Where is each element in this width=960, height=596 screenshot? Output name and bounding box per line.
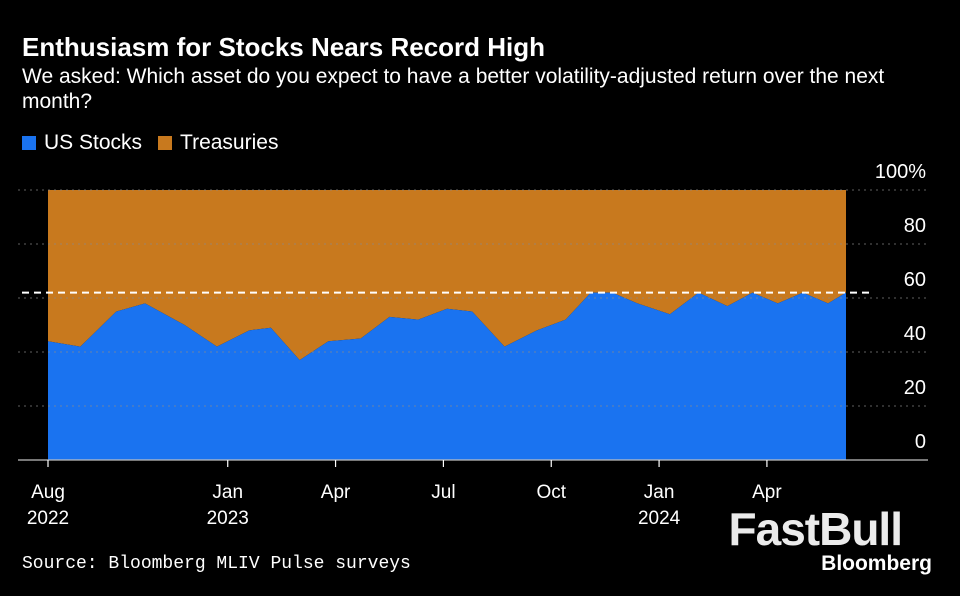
x-tick-label-3-0: Jul	[431, 482, 455, 503]
y-tick-label-20: 20	[904, 377, 926, 399]
source-note: Source: Bloomberg MLIV Pulse surveys	[22, 554, 411, 574]
x-tick-label-0-0: Aug	[31, 482, 65, 503]
legend-swatch-us-stocks	[22, 136, 36, 150]
y-tick-label-80: 80	[904, 215, 926, 237]
x-tick-label-1-0: Jan	[212, 482, 243, 503]
chart-subtitle: We asked: Which asset do you expect to h…	[22, 65, 885, 113]
area-treasuries	[48, 190, 846, 361]
x-tick-label-2-0: Apr	[321, 482, 351, 503]
legend-label-us-stocks: US Stocks	[44, 131, 143, 154]
legend-swatch-treasuries	[158, 136, 173, 150]
y-tick-label-40: 40	[904, 323, 926, 345]
x-tick-label-0-1: 2022	[27, 508, 69, 529]
y-tick-label-100: 100%	[875, 161, 926, 183]
area-us-stocks	[48, 292, 846, 460]
legend-label-treasuries: Treasuries	[180, 131, 279, 154]
legend: US Stocks Treasuries	[22, 131, 294, 155]
legend-item-us-stocks: US Stocks	[22, 131, 142, 155]
y-tick-label-60: 60	[904, 269, 926, 291]
x-tick-label-4-0: Oct	[536, 482, 566, 503]
legend-item-treasuries: Treasuries	[158, 131, 278, 155]
watermark-partner: Bloomberg	[821, 552, 932, 575]
x-tick-label-5-0: Jan	[644, 482, 675, 503]
x-tick-label-1-1: 2023	[207, 508, 249, 529]
x-tick-label-5-1: 2024	[638, 508, 681, 529]
chart-title: Enthusiasm for Stocks Nears Record High	[22, 32, 546, 62]
x-tick-label-6-0: Apr	[752, 482, 782, 503]
watermark-logo: FastBull	[728, 503, 903, 555]
y-tick-label-0: 0	[915, 431, 926, 453]
